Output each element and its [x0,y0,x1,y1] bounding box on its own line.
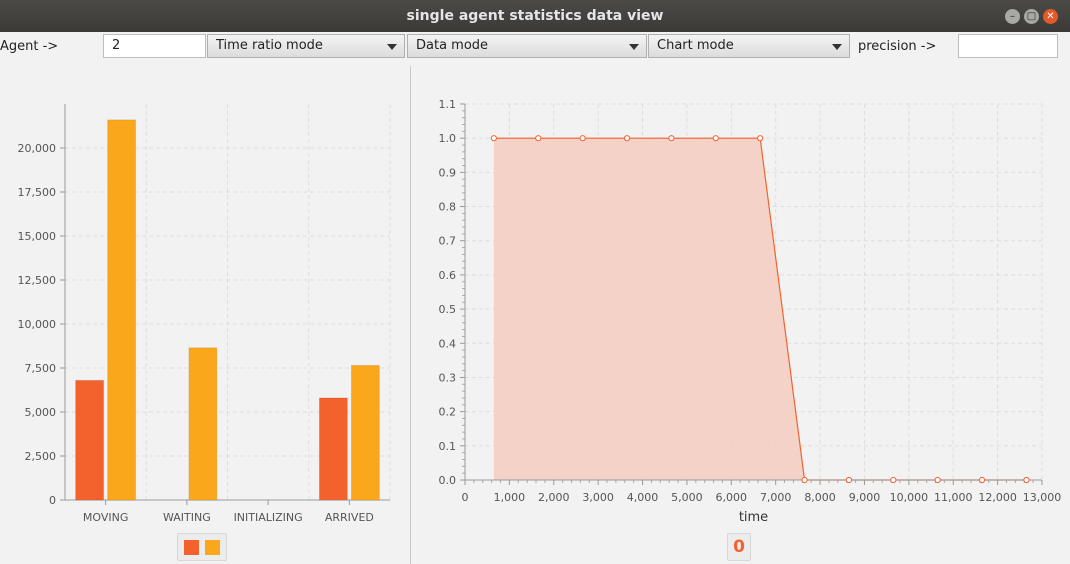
time-ratio-mode-value: Time ratio mode [216,38,323,53]
data-point [535,135,542,142]
data-point [890,476,897,484]
agent-label: Agent -> [0,39,59,54]
legend-swatch-series-2 [205,540,220,555]
close-icon[interactable]: ✕ [1043,9,1058,24]
x-tick-label: 1,000 [494,491,526,504]
chart-mode-select[interactable]: Chart mode [648,34,850,58]
chevron-down-icon [832,44,842,50]
y-tick-label: 17,500 [18,186,57,199]
y-tick-label: 0.7 [439,235,457,248]
window-title: single agent statistics data view [406,8,664,24]
y-tick-label: 0.4 [439,337,457,350]
area-legend-label: 0 [733,537,745,557]
y-tick-label: 0.6 [439,269,457,282]
y-tick-label: 5,000 [25,406,57,419]
data-point [801,476,808,484]
chevron-down-icon [387,44,397,50]
data-mode-select[interactable]: Data mode [407,34,647,58]
y-tick-label: 0.3 [439,371,457,384]
x-tick-label: 13,000 [1023,491,1062,504]
x-tick-label: 2,000 [538,491,570,504]
x-tick-label: 4,000 [627,491,659,504]
x-tick-label: 5,000 [671,491,703,504]
bar-chart: 0 2,500 5,000 7,500 10,000 12,500 15,000 17,500… [18,104,391,524]
data-point [579,135,586,142]
y-tick-label: 0.1 [439,440,457,453]
data-point [845,476,853,484]
data-point [978,476,986,484]
bar-arrived-series-1 [318,397,348,501]
y-tick-label: 0.0 [439,474,457,487]
precision-label: precision -> [858,39,937,54]
data-point [1023,476,1030,484]
data-point [757,135,764,142]
y-tick-label: 12,500 [18,274,57,287]
title-bar: single agent statistics data view – □ ✕ [0,0,1070,32]
minimize-icon[interactable]: – [1005,9,1020,24]
area-fill [493,138,1027,480]
y-tick-label: 2,500 [25,450,57,463]
y-tick-label: 0.2 [439,406,457,419]
area-chart-legend: 0 [727,533,751,561]
x-tick-label: ARRIVED [325,511,374,524]
y-tick-label: 0.8 [439,201,457,214]
precision-input[interactable] [958,34,1058,58]
y-tick-label: 10,000 [18,318,57,331]
x-tick-label: 9,000 [849,491,881,504]
data-point [934,476,941,484]
x-tick-label: 11,000 [934,491,973,504]
y-tick-label: 0.5 [439,303,457,316]
split-pane-divider[interactable] [410,66,411,564]
x-tick-label: 8,000 [804,491,836,504]
x-tick-label: 6,000 [716,491,748,504]
x-tick-label: INITIALIZING [234,511,303,524]
x-tick-label: 10,000 [890,491,929,504]
bar-moving-series-1 [75,379,105,501]
time-ratio-mode-select[interactable]: Time ratio mode [207,34,405,58]
y-tick-label: 1.1 [439,98,457,111]
data-point [668,135,675,142]
y-tick-label: 0 [49,494,56,507]
x-tick-label: MOVING [83,511,128,524]
chevron-down-icon [629,44,639,50]
x-tick-label: 3,000 [582,491,614,504]
data-mode-value: Data mode [416,38,489,53]
legend-swatch-series-1 [184,540,199,555]
toolbar: Agent -> 2 Time ratio mode Data mode Cha… [0,32,1070,62]
y-tick-label: 7,500 [25,362,57,375]
bar-chart-legend [177,533,227,561]
x-tick-label: 0 [462,491,469,504]
data-point [623,135,631,142]
maximize-icon[interactable]: □ [1024,9,1039,24]
x-tick-label: WAITING [163,511,211,524]
data-point [490,135,497,142]
x-tick-label: 12,000 [978,491,1017,504]
data-point [712,135,719,142]
y-tick-label: 15,000 [18,230,57,243]
x-tick-label: 7,000 [760,491,792,504]
y-tick-label: 20,000 [18,142,57,155]
agent-input[interactable]: 2 [103,34,206,58]
bar-waiting-series-2 [188,347,218,501]
y-tick-label: 0.9 [439,166,457,179]
bar-moving-series-2 [107,119,137,501]
chart-mode-value: Chart mode [657,38,734,53]
bar-arrived-series-2 [350,364,380,501]
x-axis-label: time [739,510,768,525]
area-chart: 0.0 0.1 0.2 0.3 0.4 0.5 0.6 0.7 0.8 0.9 1.0 1.1 0 1,0… [439,98,1062,525]
y-tick-label: 1.0 [439,132,457,145]
